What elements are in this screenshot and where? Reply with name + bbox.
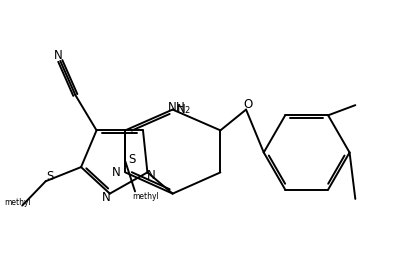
Text: methyl: methyl (133, 192, 159, 201)
Text: NH$_2$: NH$_2$ (167, 101, 191, 116)
Text: S: S (47, 170, 54, 183)
Text: N: N (147, 169, 155, 182)
Text: S: S (128, 153, 135, 165)
Text: N: N (102, 191, 111, 204)
Text: N: N (177, 103, 186, 116)
Text: methyl: methyl (5, 198, 31, 207)
Text: O: O (243, 98, 253, 111)
Text: N: N (54, 49, 63, 62)
Text: N: N (112, 166, 121, 179)
